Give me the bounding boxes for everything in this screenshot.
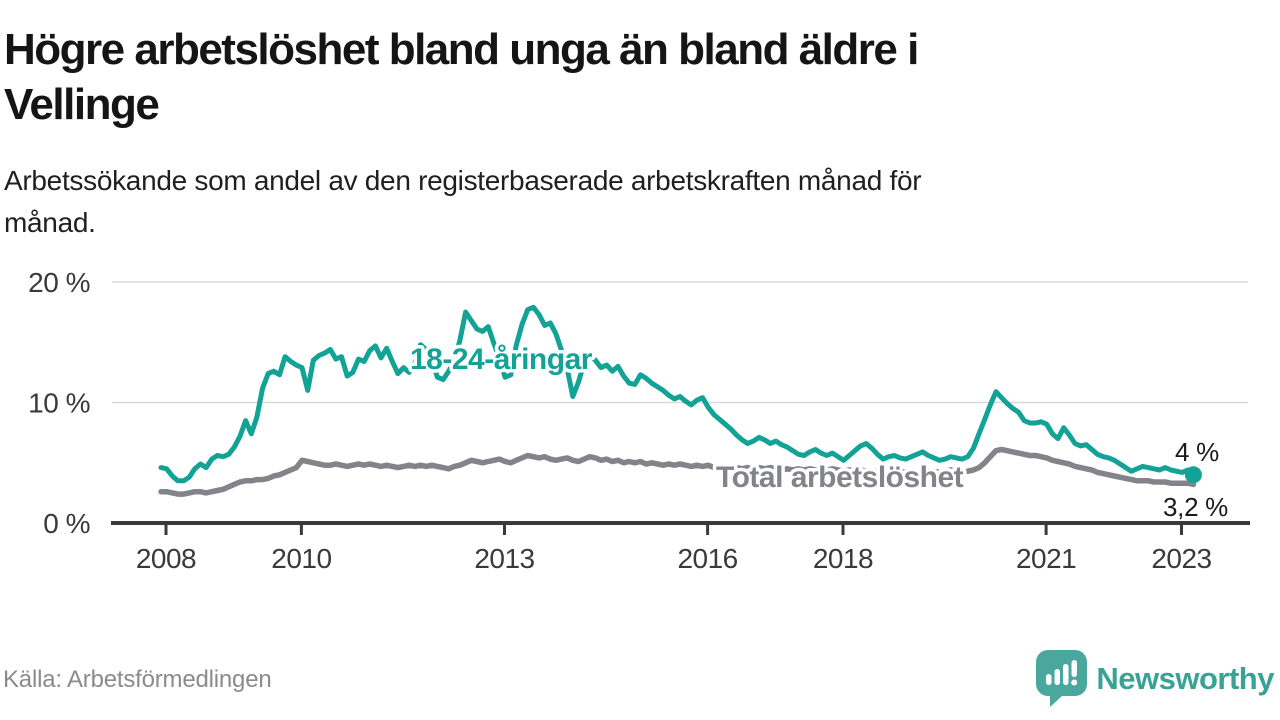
brand-wordmark: Newsworthy — [1096, 660, 1274, 696]
x-axis-label-2008: 2008 — [136, 543, 196, 574]
line-young-unemployment — [158, 304, 1196, 484]
branding: Newsworthy — [1035, 650, 1274, 707]
latest-value-dot — [1184, 466, 1202, 484]
x-axis-label-2016: 2016 — [677, 543, 737, 574]
y-axis-label-10: 10 % — [28, 388, 90, 419]
series-label-young: 18-24-åringar — [410, 343, 593, 376]
y-axis-label-20: 20 % — [28, 267, 90, 298]
series-label-total: Total arbetslöshet — [716, 461, 964, 494]
x-axis-label-2010: 2010 — [271, 543, 331, 574]
axes: 0 % 10 % 20 % 2008 2010 2013 2016 2018 2021 2023 — [28, 267, 1250, 574]
x-axis-label-2013: 2013 — [474, 543, 534, 574]
series-lines — [158, 304, 1197, 497]
source-note: Källa: Arbetsförmedlingen — [3, 666, 272, 693]
gridlines — [112, 281, 1248, 404]
y-axis-label-0: 0 % — [43, 508, 90, 539]
speech-bubble-bar-chart-icon — [1036, 650, 1088, 707]
x-axis-label-2021: 2021 — [1016, 543, 1076, 574]
end-value-total: 3,2 % — [1163, 492, 1228, 522]
page-title: Högre arbetslöshet bland unga än bland ä… — [4, 25, 919, 129]
x-axis-label-2023: 2023 — [1151, 543, 1211, 574]
end-value-young: 4 % — [1175, 437, 1219, 467]
chart-subtitle: Arbetssökande som andel av den registerb… — [4, 165, 922, 238]
line-total-unemployment — [158, 446, 1197, 497]
x-axis-label-2018: 2018 — [813, 543, 873, 574]
